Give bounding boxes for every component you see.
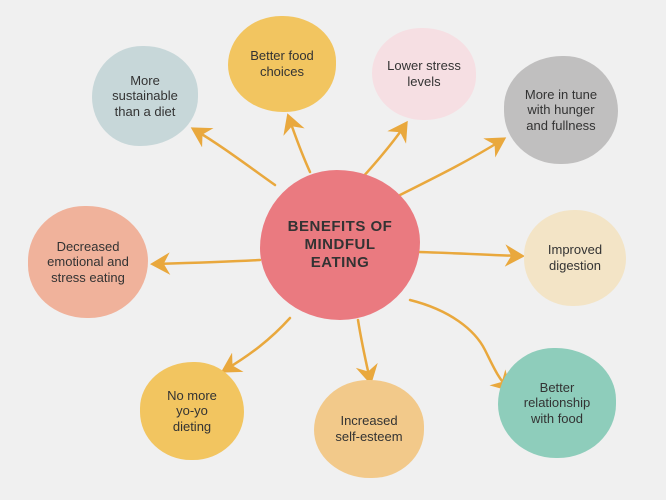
arrow-food-choices <box>289 118 310 172</box>
center-bubble: BENEFITS OFMINDFULEATING <box>260 170 420 320</box>
arrow-digestion <box>418 252 520 256</box>
infographic-stage: BENEFITS OFMINDFULEATING Moresustainable… <box>0 0 666 500</box>
bubble-label: Increasedself-esteem <box>322 413 416 444</box>
bubble-label: Betterrelationshipwith food <box>506 380 608 427</box>
bubble-label: Moresustainablethan a diet <box>100 73 190 120</box>
arrow-sustainable <box>195 130 275 185</box>
bubble-label: More in tunewith hungerand fullness <box>512 87 610 134</box>
center-label: BENEFITS OFMINDFULEATING <box>268 218 412 272</box>
bubble-digestion: Improveddigestion <box>524 210 626 306</box>
bubble-sustainable: Moresustainablethan a diet <box>92 46 198 146</box>
bubble-hunger-fullness: More in tunewith hungerand fullness <box>504 56 618 164</box>
arrow-yo-yo <box>225 318 290 370</box>
bubble-lower-stress: Lower stresslevels <box>372 28 476 120</box>
bubble-label: Better foodchoices <box>236 48 328 79</box>
bubble-label: No moreyo-yodieting <box>148 388 236 435</box>
arrow-emotional <box>155 260 260 264</box>
bubble-emotional: Decreasedemotional andstress eating <box>28 206 148 318</box>
arrow-hunger-fullness <box>400 140 502 195</box>
bubble-self-esteem: Increasedself-esteem <box>314 380 424 478</box>
bubble-relationship: Betterrelationshipwith food <box>498 348 616 458</box>
arrow-relationship <box>410 300 508 388</box>
arrow-lower-stress <box>362 125 405 178</box>
arrow-self-esteem <box>358 320 370 380</box>
bubble-label: Lower stresslevels <box>380 58 468 89</box>
bubble-yo-yo: No moreyo-yodieting <box>140 362 244 460</box>
bubble-food-choices: Better foodchoices <box>228 16 336 112</box>
bubble-label: Improveddigestion <box>532 242 618 273</box>
bubble-label: Decreasedemotional andstress eating <box>36 239 140 286</box>
